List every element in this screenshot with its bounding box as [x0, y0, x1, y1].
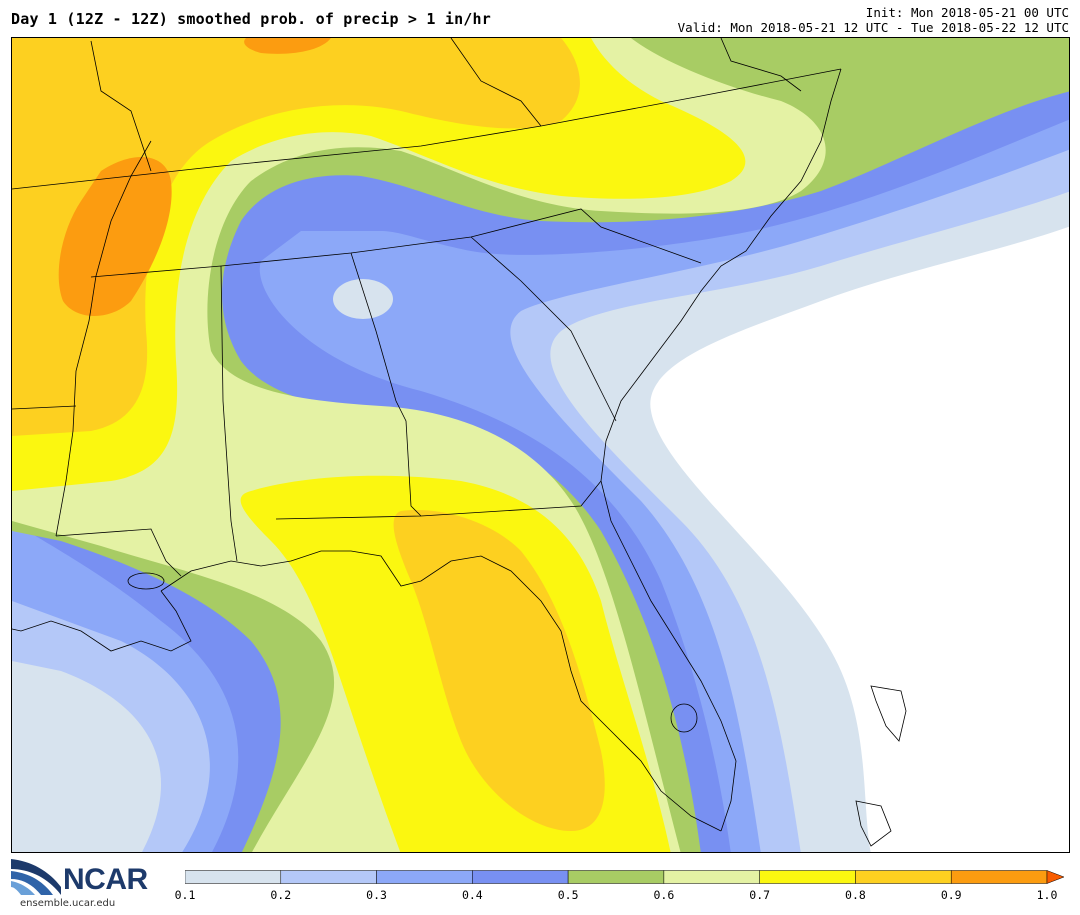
colorbar-segment — [663, 870, 760, 884]
map-title: Day 1 (12Z - 12Z) smoothed prob. of prec… — [11, 10, 491, 28]
colorbar-tick-label: 0.8 — [845, 888, 866, 902]
colorbar-tick-label: 0.6 — [653, 888, 675, 902]
colorbar-tick-label: 0.2 — [270, 888, 292, 902]
colorbar-ticks: 0.1 0.2 0.3 0.4 0.5 0.6 0.7 0.8 0.9 1.0 — [175, 888, 1075, 904]
colorbar-tick-label: 0.7 — [749, 888, 771, 902]
colorbar-tick-label: 0.9 — [940, 888, 962, 902]
colorbar-segment — [376, 870, 473, 884]
ncar-url: ensemble.ucar.edu — [20, 898, 116, 909]
ncar-swoosh-icon — [11, 859, 61, 895]
ncar-wordmark: NCAR — [63, 863, 148, 896]
boundaries — [12, 38, 907, 847]
colorbar-segment — [567, 870, 665, 884]
colorbar-segment — [759, 870, 856, 884]
ncar-logo: NCAR ensemble.ucar.edu — [11, 857, 161, 909]
colorbar-segment — [185, 870, 282, 884]
band-0.3-spot — [333, 279, 393, 319]
colorbar-segment — [855, 870, 952, 884]
band-0.9-top — [244, 38, 331, 54]
colorbar-tick-label: 0.1 — [174, 888, 196, 902]
colorbar-arrow — [1046, 870, 1065, 884]
colorbar — [185, 870, 1065, 884]
colorbar-segment — [950, 870, 1048, 884]
colorbar-tick-label: 1.0 — [1036, 888, 1058, 902]
colorbar-tick-label: 0.5 — [557, 888, 579, 902]
band-0.8-florida — [393, 510, 605, 831]
band-0.6 — [12, 38, 826, 852]
colorbar-segment — [472, 870, 569, 884]
colorbar-tick-label: 0.4 — [461, 888, 483, 902]
colorbar-segment — [280, 870, 377, 884]
band-0.8 — [12, 38, 580, 436]
band-0.5 — [12, 38, 1069, 852]
band-0.9 — [58, 157, 172, 316]
colorbar-tick-label: 0.3 — [366, 888, 387, 902]
contour-bands — [12, 38, 1069, 852]
valid-time: Valid: Mon 2018-05-21 12 UTC - Tue 2018-… — [677, 20, 1069, 35]
init-time: Init: Mon 2018-05-21 00 UTC — [865, 5, 1069, 20]
probability-map — [11, 37, 1070, 853]
